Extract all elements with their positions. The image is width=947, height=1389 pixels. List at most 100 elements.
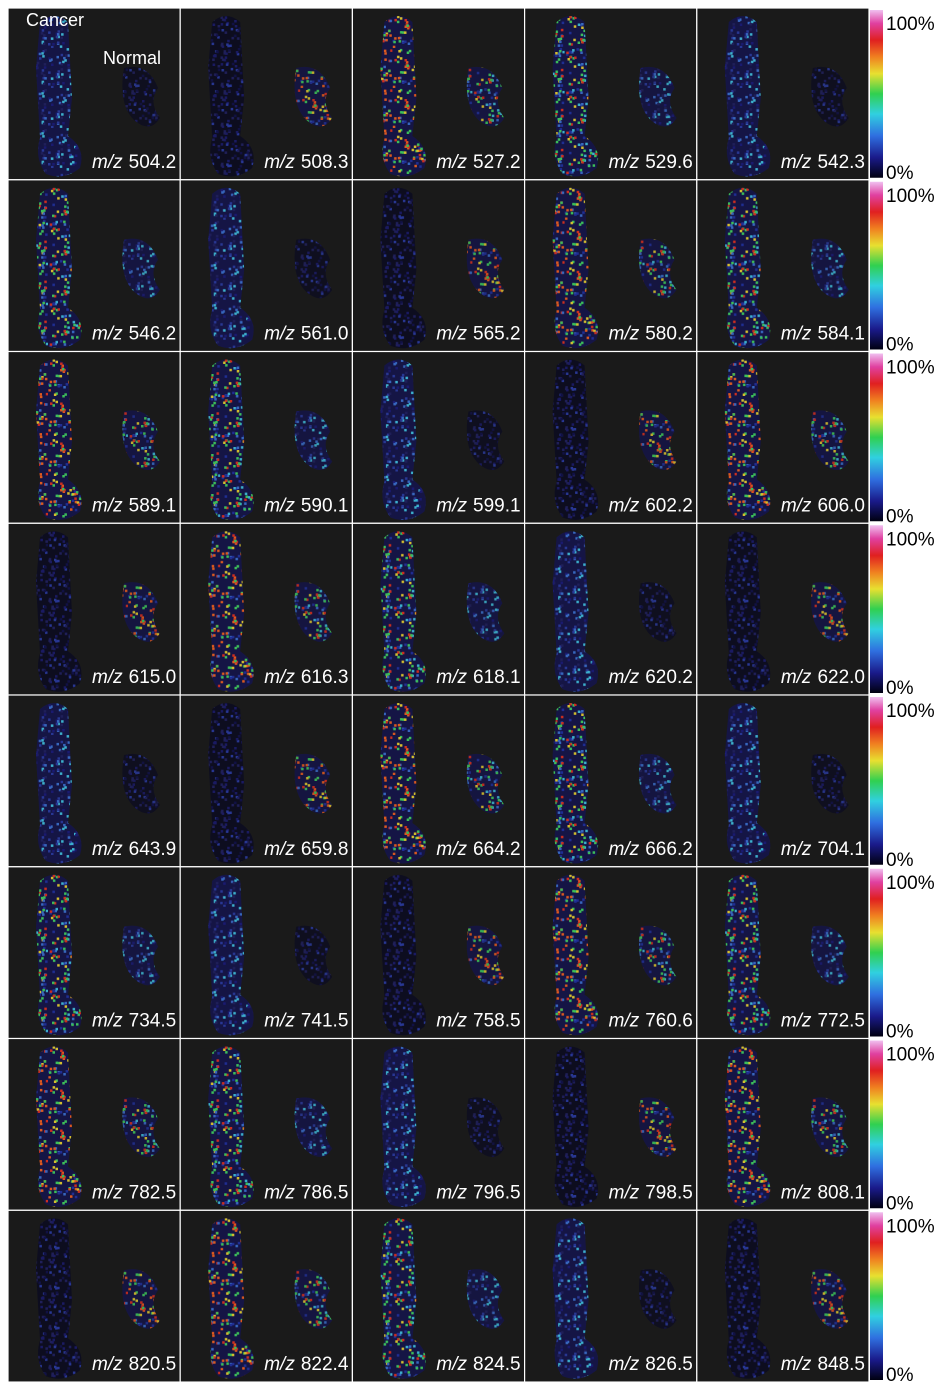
mz-value: 618.1 bbox=[473, 667, 521, 688]
mz-value: 620.2 bbox=[645, 667, 693, 688]
colorbar-max-label: 100% bbox=[886, 1045, 935, 1066]
image-panel: m/z580.2 bbox=[525, 180, 697, 352]
colorbar bbox=[870, 525, 883, 693]
mz-label: m/z734.5 bbox=[92, 1011, 176, 1032]
mz-value: 580.2 bbox=[645, 324, 693, 345]
mz-label: m/z 782.5 bbox=[92, 1182, 176, 1203]
mz-value: 590.1 bbox=[301, 495, 349, 516]
mz-prefix: m/z bbox=[609, 324, 640, 345]
mz-value: 820.5 bbox=[129, 1354, 177, 1375]
mz-value: 546.2 bbox=[129, 324, 177, 345]
image-panel: m/z504.2CancerNormal bbox=[8, 8, 180, 180]
colorbar-max-label: 100% bbox=[886, 873, 935, 894]
mz-prefix: m/z bbox=[264, 1011, 295, 1032]
image-panel: m/z 758.5 bbox=[352, 867, 524, 1039]
colorbar-max-label: 100% bbox=[886, 1216, 935, 1237]
mz-value: 643.9 bbox=[129, 839, 177, 860]
page: {"figure": { "sample_labels": {"cancer":… bbox=[0, 0, 947, 1384]
mz-prefix: m/z bbox=[781, 1182, 812, 1203]
mz-prefix: m/z bbox=[781, 495, 812, 516]
mz-label: m/z798.5 bbox=[609, 1182, 693, 1203]
colorbar-min-label: 0% bbox=[886, 1193, 914, 1214]
colorbar bbox=[870, 10, 883, 178]
mz-value: 734.5 bbox=[129, 1011, 177, 1032]
mz-label: m/z508.3 bbox=[264, 152, 348, 173]
image-panel: m/z542.3 bbox=[697, 8, 869, 180]
colorbar bbox=[870, 869, 883, 1037]
mz-value: 584.1 bbox=[817, 324, 865, 345]
mz-label: m/z822.4 bbox=[264, 1354, 349, 1375]
mz-prefix: m/z bbox=[264, 324, 295, 345]
mz-value: 760.6 bbox=[645, 1011, 693, 1032]
mz-value: 615.0 bbox=[129, 667, 177, 688]
mz-value: 664.2 bbox=[473, 839, 521, 860]
mz-value: 782.5 bbox=[129, 1182, 177, 1203]
mz-value: 606.0 bbox=[817, 495, 865, 516]
image-panel: m/z529.6 bbox=[525, 8, 697, 180]
mz-prefix: m/z bbox=[781, 324, 812, 345]
mz-prefix: m/z bbox=[436, 1182, 467, 1203]
mz-prefix: m/z bbox=[92, 1182, 123, 1203]
image-panel: m/z589.1 bbox=[8, 352, 180, 524]
image-panel: m/z508.3 bbox=[180, 8, 352, 180]
mz-value: 826.5 bbox=[645, 1354, 693, 1375]
mz-label: m/z 546.2 bbox=[92, 324, 176, 345]
colorbar bbox=[870, 697, 883, 865]
mz-label: m/z580.2 bbox=[609, 324, 693, 345]
mz-label: m/z 758.5 bbox=[436, 1011, 520, 1032]
colorbar-min-label: 0% bbox=[886, 1365, 914, 1384]
mz-value: 772.5 bbox=[817, 1011, 865, 1032]
mz-label: m/z824.5 bbox=[436, 1354, 520, 1375]
mz-label: m/z741.5 bbox=[264, 1011, 348, 1032]
mz-prefix: m/z bbox=[264, 667, 295, 688]
mz-prefix: m/z bbox=[436, 839, 467, 860]
image-panel: m/z760.6 bbox=[525, 867, 697, 1039]
mz-prefix: m/z bbox=[436, 1011, 467, 1032]
image-panel: m/z590.1 bbox=[180, 352, 352, 524]
mz-label: m/z 664.2 bbox=[436, 839, 520, 860]
mz-label: m/z542.3 bbox=[781, 152, 865, 173]
mz-prefix: m/z bbox=[264, 152, 295, 173]
image-panel: m/z820.5 bbox=[8, 1210, 180, 1382]
mz-label: m/z772.5 bbox=[781, 1011, 865, 1032]
mz-prefix: m/z bbox=[92, 324, 123, 345]
colorbar-max-label: 100% bbox=[886, 186, 935, 207]
mz-label: m/z620.2 bbox=[609, 667, 693, 688]
mz-value: 758.5 bbox=[473, 1011, 521, 1032]
colorbar-max-label: 100% bbox=[886, 529, 935, 550]
image-panel: m/z 616.3 bbox=[180, 523, 352, 695]
mz-value: 822.4 bbox=[301, 1354, 349, 1375]
image-panel: m/z622.0 bbox=[697, 523, 869, 695]
mz-label: m/z 616.3 bbox=[264, 667, 348, 688]
mz-value: 561.0 bbox=[301, 324, 349, 345]
mz-value: 527.2 bbox=[473, 152, 521, 173]
colorbar bbox=[870, 1041, 883, 1209]
mz-value: 616.3 bbox=[301, 667, 349, 688]
mz-prefix: m/z bbox=[609, 839, 640, 860]
mz-value: 529.6 bbox=[645, 152, 693, 173]
mz-value: 659.8 bbox=[301, 839, 349, 860]
image-panel: m/z 546.2 bbox=[8, 180, 180, 352]
normal-label: Normal bbox=[103, 48, 161, 68]
image-panel: m/z848.5 bbox=[697, 1210, 869, 1382]
mz-value: 504.2 bbox=[129, 152, 177, 173]
colorbar-min-label: 0% bbox=[886, 506, 914, 527]
colorbar-min-label: 0% bbox=[886, 678, 914, 699]
image-panel: m/z798.5 bbox=[525, 1039, 697, 1211]
colorbar-min-label: 0% bbox=[886, 850, 914, 871]
image-panel: m/z824.5 bbox=[352, 1210, 524, 1382]
